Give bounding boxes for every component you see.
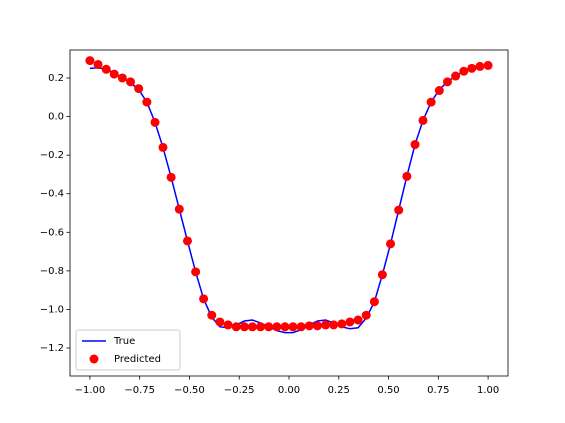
point bbox=[223, 320, 233, 330]
point bbox=[264, 322, 274, 332]
point bbox=[394, 205, 404, 215]
x-tick-label: 1.00 bbox=[477, 385, 499, 396]
x-tick-label: 0.75 bbox=[427, 385, 449, 396]
point bbox=[288, 322, 298, 332]
x-tick-label: −0.75 bbox=[124, 385, 155, 396]
point bbox=[166, 172, 176, 182]
point bbox=[272, 322, 282, 332]
point bbox=[451, 71, 461, 81]
point bbox=[117, 73, 127, 83]
point bbox=[369, 297, 379, 307]
x-tick-label: −1.00 bbox=[75, 385, 106, 396]
x-tick-label: 0.00 bbox=[278, 385, 300, 396]
point bbox=[402, 171, 412, 181]
point bbox=[191, 267, 201, 277]
y-tick-label: −0.6 bbox=[40, 227, 64, 238]
y-tick-label: −0.2 bbox=[40, 150, 64, 161]
x-tick-label: 0.50 bbox=[377, 385, 399, 396]
legend-label: Predicted bbox=[114, 354, 161, 365]
point bbox=[329, 320, 339, 330]
legend: True Predicted bbox=[75, 329, 181, 371]
point bbox=[109, 69, 119, 79]
point bbox=[215, 317, 225, 327]
x-tick-label: 0.25 bbox=[328, 385, 350, 396]
point bbox=[247, 322, 257, 332]
point bbox=[442, 77, 452, 87]
point bbox=[304, 321, 314, 331]
point bbox=[410, 140, 420, 150]
point bbox=[459, 66, 469, 76]
y-tick-label: 0.0 bbox=[48, 112, 64, 123]
point bbox=[337, 319, 347, 329]
legend-label: True bbox=[113, 336, 135, 347]
point bbox=[467, 63, 477, 73]
point bbox=[126, 77, 136, 87]
point bbox=[93, 59, 103, 69]
point bbox=[158, 142, 168, 152]
legend-box bbox=[75, 329, 181, 371]
y-tick-label: −1.0 bbox=[40, 304, 64, 315]
x-tick-label: −0.25 bbox=[224, 385, 255, 396]
point bbox=[321, 320, 331, 330]
point bbox=[426, 97, 436, 107]
point bbox=[345, 317, 355, 327]
point bbox=[361, 310, 371, 320]
point bbox=[85, 56, 95, 66]
point bbox=[150, 117, 160, 127]
point bbox=[296, 322, 306, 332]
point bbox=[134, 84, 144, 94]
point bbox=[353, 315, 363, 325]
point bbox=[256, 322, 266, 332]
point bbox=[475, 61, 485, 71]
x-tick-label: −0.50 bbox=[174, 385, 205, 396]
point bbox=[418, 115, 428, 125]
point bbox=[312, 321, 322, 331]
point bbox=[483, 60, 493, 70]
y-tick-label: −1.2 bbox=[40, 343, 64, 354]
point bbox=[182, 236, 192, 246]
y-tick-label: −0.4 bbox=[40, 189, 64, 200]
point bbox=[231, 322, 241, 332]
plot-frame bbox=[69, 49, 509, 377]
y-tick-label: 0.2 bbox=[48, 73, 64, 84]
point bbox=[386, 239, 396, 249]
point bbox=[101, 64, 111, 74]
legend-marker bbox=[89, 354, 99, 364]
point bbox=[434, 86, 444, 96]
y-tick-label: −0.8 bbox=[40, 266, 64, 277]
point bbox=[174, 204, 184, 214]
point bbox=[199, 294, 209, 304]
point bbox=[280, 322, 290, 332]
point bbox=[239, 322, 249, 332]
point bbox=[207, 310, 217, 320]
point bbox=[377, 270, 387, 280]
point bbox=[142, 97, 152, 107]
